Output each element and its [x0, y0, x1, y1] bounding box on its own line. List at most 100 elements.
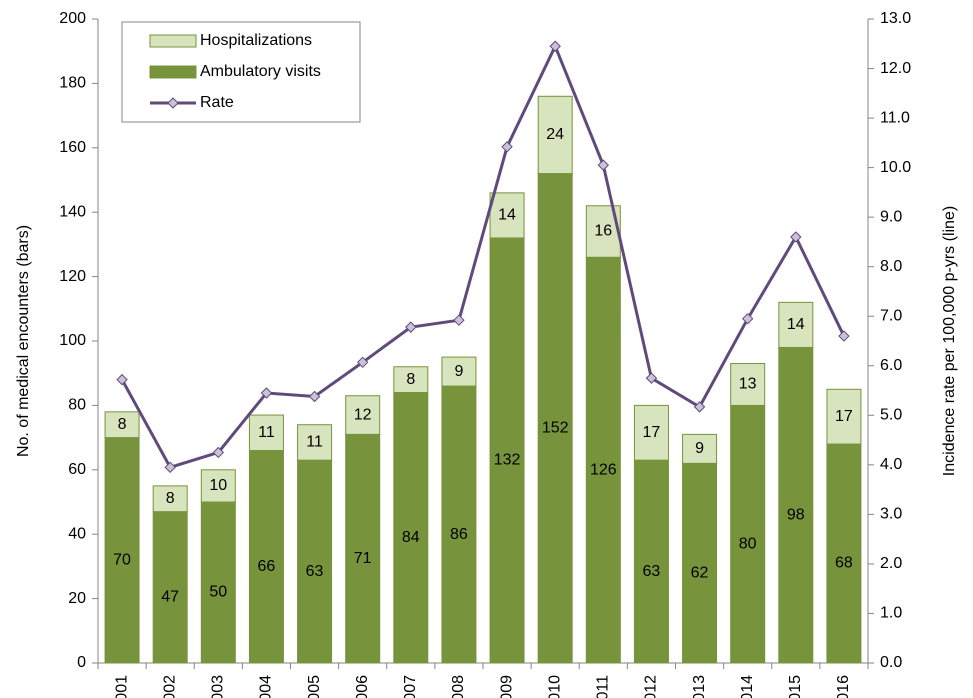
y-tick-label: 140 — [59, 203, 86, 220]
y2-axis-title: Incidence rate per 100,000 p-yrs (line) — [941, 206, 958, 476]
bar-value-label: 98 — [787, 506, 805, 523]
y-axis-title: No. of medical encounters (bars) — [15, 225, 32, 457]
bar-value-label: 126 — [590, 461, 617, 478]
rate-marker — [212, 446, 225, 459]
y-tick-label: 100 — [59, 332, 86, 349]
rate-marker — [405, 321, 417, 333]
rate-marker — [645, 372, 658, 384]
bar-segment — [682, 433, 718, 464]
bar-segment — [441, 385, 477, 664]
legend-marker — [167, 97, 179, 109]
bar-segment — [489, 237, 525, 664]
bar-segment — [633, 459, 669, 664]
bar-segment — [248, 449, 284, 664]
y-tick-label: 180 — [59, 75, 86, 92]
y2-tick-label: 13.0 — [880, 10, 911, 27]
y2-tick-label: 6.0 — [880, 357, 902, 374]
bar-value-label: 17 — [643, 424, 661, 441]
rate-marker — [453, 314, 465, 326]
x-tick-label: 2002 — [161, 675, 178, 698]
bar-value-label: 86 — [450, 526, 468, 543]
y2-tick-label: 5.0 — [880, 407, 902, 424]
rate-line — [120, 42, 846, 470]
bar-segment — [104, 411, 140, 439]
rate-marker — [549, 40, 561, 52]
bar-value-label: 16 — [594, 223, 612, 240]
y-tick-label: 120 — [59, 268, 86, 285]
bar-value-label: 63 — [306, 563, 324, 580]
bar-value-label: 9 — [695, 440, 704, 457]
bar-segment — [345, 433, 381, 664]
rate-marker — [164, 461, 176, 474]
bar-segment — [152, 485, 188, 513]
y2-tick-label: 9.0 — [880, 208, 902, 225]
bar-value-label: 13 — [739, 376, 757, 393]
bar-segment — [152, 511, 188, 664]
y-tick-label: 160 — [59, 139, 86, 156]
bar-segment — [441, 356, 477, 387]
bar-value-label: 84 — [402, 529, 420, 546]
rate-marker — [790, 231, 802, 243]
bar-value-label: 11 — [258, 424, 275, 441]
rate-marker — [597, 159, 610, 171]
bar-segment — [537, 173, 573, 664]
y2-tick-label: 8.0 — [880, 258, 902, 275]
y-tick-label: 200 — [59, 10, 86, 27]
bar-segment — [393, 392, 429, 664]
y-tick-label: 40 — [68, 525, 86, 542]
y2-tick-label: 7.0 — [880, 307, 902, 324]
bar-value-label: 11 — [306, 434, 323, 451]
bar-value-label: 10 — [209, 477, 227, 494]
bar-value-label: 8 — [166, 490, 175, 507]
rate-marker — [356, 356, 369, 369]
rate-marker — [260, 387, 273, 399]
bar-value-label: 80 — [739, 535, 757, 552]
legend-label: Ambulatory visits — [200, 63, 321, 80]
x-tick-label: 2016 — [835, 675, 852, 698]
x-tick-label: 2009 — [498, 675, 515, 698]
bar-value-label: 62 — [691, 564, 709, 581]
x-tick-label: 2014 — [739, 675, 756, 698]
y2-tick-label: 10.0 — [880, 159, 911, 176]
rate-marker — [838, 330, 850, 342]
bar-value-label: 24 — [546, 126, 564, 143]
y2-tick-label: 0.0 — [880, 654, 902, 671]
bar-segment — [778, 301, 814, 348]
rate-marker — [501, 141, 513, 153]
bar-segment — [200, 501, 236, 664]
bar-segment — [297, 459, 333, 664]
bar-value-label: 50 — [209, 584, 227, 601]
y2-tick-label: 12.0 — [880, 60, 911, 77]
x-tick-label: 2005 — [306, 675, 323, 698]
bar-segment — [826, 443, 862, 664]
bar-value-label: 14 — [787, 316, 805, 333]
bar-segment — [489, 192, 525, 239]
bar-segment — [633, 404, 669, 461]
legend-label: Hospitalizations — [200, 32, 312, 49]
bar-segment — [297, 424, 333, 461]
bar-segment — [104, 437, 140, 664]
bar-segment — [537, 95, 573, 175]
x-tick-label: 2006 — [354, 675, 371, 698]
x-tick-label: 2008 — [450, 675, 467, 698]
x-tick-label: 2004 — [258, 675, 275, 698]
bar-value-label: 8 — [406, 371, 415, 388]
x-tick-label: 2010 — [546, 675, 563, 698]
x-tick-label: 2011 — [595, 675, 612, 698]
legend-swatch — [149, 34, 197, 48]
bar-value-label: 68 — [835, 555, 853, 572]
bar-segment — [730, 363, 766, 406]
bar-segment — [200, 469, 236, 503]
rate-marker — [116, 373, 128, 386]
y-tick-label: 60 — [68, 461, 86, 478]
bar-value-label: 70 — [113, 552, 131, 569]
bar-segment — [345, 395, 381, 435]
y2-tick-label: 3.0 — [880, 506, 902, 523]
bar-segment — [730, 404, 766, 664]
bar-value-label: 9 — [454, 363, 463, 380]
rate-marker — [741, 313, 754, 325]
legend-label: Rate — [200, 94, 234, 111]
y2-tick-label: 4.0 — [880, 456, 902, 473]
bar-segment — [585, 256, 621, 664]
